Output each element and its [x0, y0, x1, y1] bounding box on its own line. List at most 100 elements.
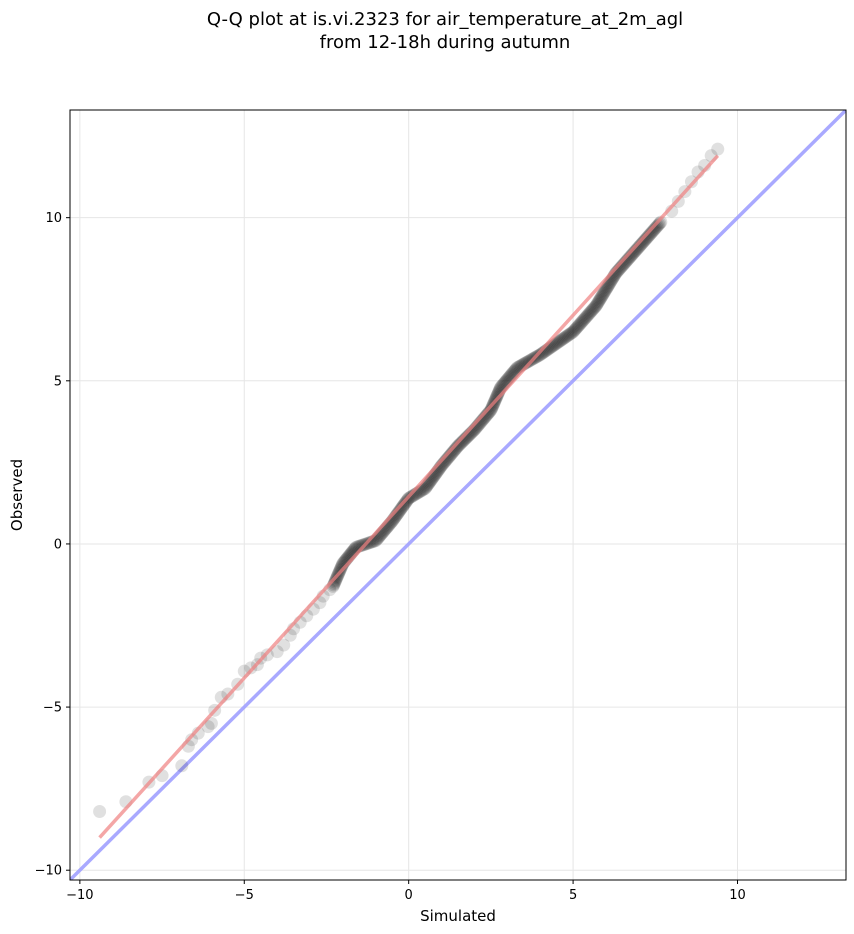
y-tick-label-0: −10 [35, 864, 62, 879]
qq-dense-point-310 [645, 225, 659, 239]
qq-dense-point-313 [649, 221, 663, 235]
qq-dense-point-241 [579, 311, 593, 325]
qq-dense-point-318 [654, 215, 668, 229]
qq-dense-point-245 [583, 306, 597, 320]
qq-dense-point-125 [453, 437, 467, 451]
qq-dense-point-119 [447, 444, 461, 458]
qq-dense-point-249 [587, 301, 601, 315]
qq-dense-point-233 [570, 320, 584, 334]
qq-dense-point-260 [597, 287, 610, 301]
qq-point-0 [93, 804, 107, 818]
chart-title-line-1: Q-Q plot at is.vi.2323 for air_temperatu… [207, 9, 683, 30]
y-tick-label-3: 5 [54, 374, 62, 389]
qq-dense-point-263 [599, 282, 613, 296]
qq-dense-point-219 [553, 334, 567, 348]
y-tick-label-4: 10 [45, 211, 62, 226]
x-axis-label: Simulated [420, 907, 496, 925]
qq-dense-point-123 [451, 439, 465, 453]
qq-dense-point-216 [550, 336, 564, 350]
identity-line [70, 110, 846, 880]
qq-dense-point-231 [568, 322, 582, 336]
qq-dense-point-33 [354, 539, 368, 553]
qq-dense-point-193 [520, 355, 534, 369]
qq-dense-point-258 [595, 289, 609, 303]
qq-dense-point-165 [491, 387, 505, 401]
qq-dense-point-246 [584, 305, 598, 319]
qq-point-20 [277, 638, 291, 652]
qq-dense-point-254 [592, 295, 606, 309]
qq-dense-point-120 [448, 443, 462, 457]
qq-dense-point-223 [558, 330, 572, 344]
qq-dense-point-312 [648, 222, 662, 236]
qq-dense-point-300 [635, 236, 649, 250]
qq-dense-point-227 [564, 327, 578, 341]
qq-dense-point-301 [636, 235, 650, 249]
fit-line [98, 154, 720, 839]
qq-dense-point-247 [585, 304, 599, 318]
qq-dense-point-237 [574, 315, 588, 329]
qq-dense-point-14 [335, 559, 349, 573]
qq-dense-point-194 [521, 355, 535, 369]
qq-dense-point-256 [593, 292, 607, 306]
qq-dense-point-230 [567, 324, 581, 338]
qq-dense-point-315 [651, 219, 665, 233]
x-tick-label-3: 5 [569, 888, 577, 903]
qq-dense-point-232 [569, 321, 583, 335]
qq-dense-point-126 [454, 436, 468, 450]
qq-dense-point-225 [561, 328, 575, 342]
qq-dense-point-39 [363, 536, 377, 550]
qq-dense-point-71 [396, 499, 410, 513]
x-tick-label-2: 0 [405, 888, 413, 903]
qq-dense-point-222 [557, 331, 571, 345]
qq-dense-point-242 [580, 309, 594, 323]
qq-dense-point-91 [420, 479, 434, 493]
qq-point-36 [711, 142, 725, 156]
qq-dense-point-205 [536, 346, 550, 360]
qq-point-19 [270, 645, 284, 659]
qq-dense-point-302 [637, 234, 651, 248]
qq-dense-point-204 [534, 347, 548, 361]
qq-dense-point-80 [406, 489, 420, 503]
qq-dense-point-122 [450, 440, 464, 454]
qq-dense-point-234 [571, 319, 585, 333]
qq-dense-point-261 [597, 285, 611, 299]
x-tick-label-1: −5 [235, 888, 254, 903]
y-tick-label-1: −5 [43, 701, 62, 716]
qq-dense-point-308 [643, 227, 657, 241]
qq-dense-point-69 [394, 501, 408, 515]
qq-dense-point-124 [452, 438, 466, 452]
y-tick-label-2: 0 [54, 537, 62, 552]
qq-dense-point-229 [566, 325, 580, 339]
qq-dense-point-262 [598, 284, 612, 298]
qq-dense-point-13 [334, 561, 348, 575]
qq-dense-point-306 [641, 229, 655, 243]
qq-dense-point-304 [639, 232, 653, 246]
axis-ticks: −10 −5 0 5 10 −10 −5 0 5 10 [35, 211, 746, 903]
qq-dense-point-240 [578, 312, 592, 326]
qq-dense-point-4 [329, 574, 343, 588]
qq-dense-point-164 [490, 389, 504, 403]
qq-dense-point-244 [582, 307, 596, 321]
qq-dense-point-224 [560, 329, 574, 343]
qq-dense-point-154 [484, 403, 498, 417]
qq-dense-point-253 [591, 296, 605, 310]
qq-dense-point-90 [419, 480, 433, 494]
qq-dense-point-218 [552, 335, 566, 349]
qq-dense-point-317 [653, 216, 667, 230]
qq-dense-point-311 [646, 223, 660, 237]
x-tick-label-0: −10 [66, 888, 93, 903]
qq-dense-point-235 [572, 318, 586, 332]
qq-dense-point-305 [640, 231, 654, 245]
qq-dense-point-220 [555, 333, 569, 347]
qq-dense-point-239 [577, 313, 591, 327]
qq-dense-point-155 [484, 402, 498, 416]
qq-dense-point-255 [592, 293, 606, 307]
qq-dense-point-3 [328, 575, 342, 589]
plot-frame [69, 109, 847, 881]
qq-dense-point-79 [404, 490, 418, 504]
qq-dense-point-243 [581, 308, 595, 322]
plot-area [70, 110, 846, 880]
qq-dense-point-248 [586, 302, 600, 316]
qq-dense-point-264 [600, 281, 614, 295]
